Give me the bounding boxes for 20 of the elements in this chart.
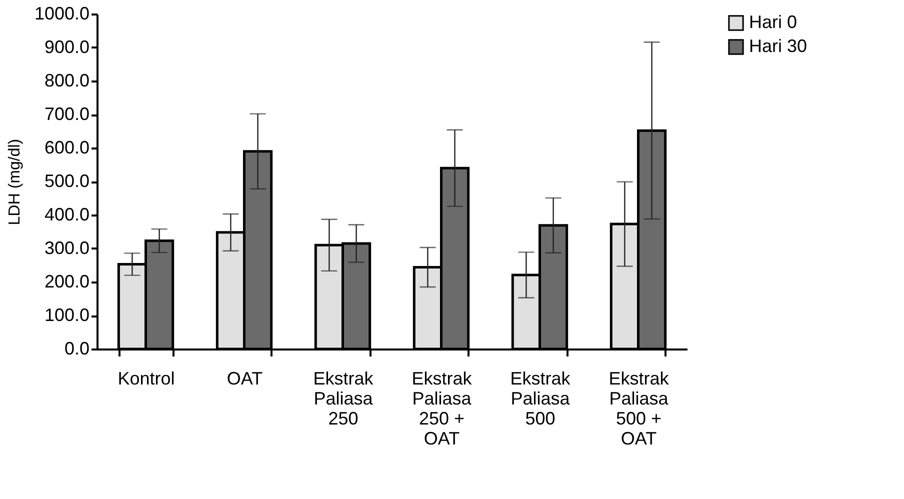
y-tick-label: 100.0 (44, 305, 90, 325)
y-tick-label: 0.0 (64, 338, 90, 358)
y-tick-label: 400.0 (44, 204, 90, 224)
x-tick-label: OAT (226, 368, 263, 388)
x-tick-label: Ekstrak Paliasa 250 + OAT (412, 368, 473, 448)
y-tick-label: 1000.0 (34, 4, 90, 24)
y-axis-title: LDH (mg/dl) (6, 138, 24, 226)
x-tick-label: Ekstrak Paliasa 500 + OAT (608, 368, 670, 448)
x-tick-label: Ekstrak Paliasa 500 (510, 368, 572, 428)
y-tick-label: 900.0 (44, 37, 90, 57)
x-tick-label: Kontrol (118, 368, 175, 388)
legend-label: Hari 30 (749, 36, 808, 56)
legend-label: Hari 0 (749, 12, 798, 32)
y-tick-label: 300.0 (44, 238, 90, 258)
y-tick-label: 600.0 (44, 138, 90, 158)
x-tick-label: Ekstrak Paliasa 250 (313, 368, 374, 428)
y-tick-label: 500.0 (44, 171, 90, 191)
y-tick-label: 700.0 (44, 104, 90, 124)
y-tick-label: 800.0 (44, 70, 90, 90)
y-tick-label: 200.0 (44, 272, 90, 292)
